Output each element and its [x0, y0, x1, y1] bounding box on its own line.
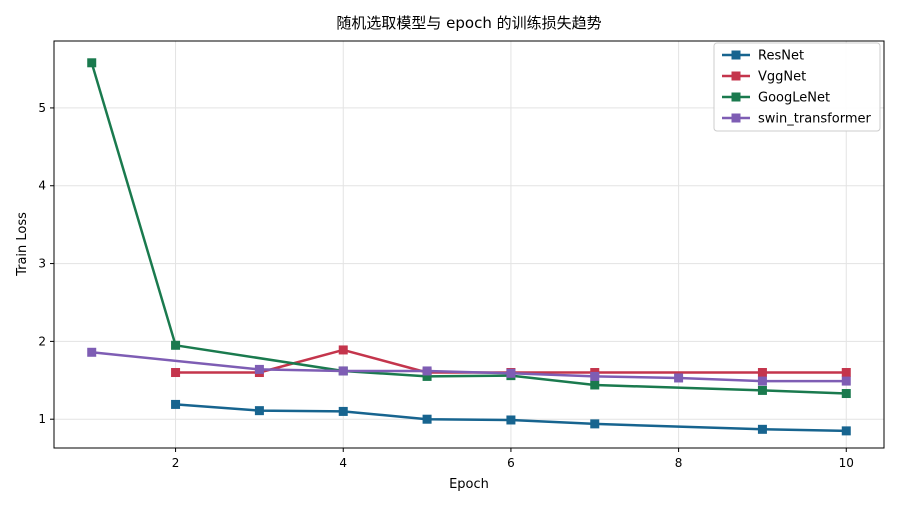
data-point: [841, 389, 851, 399]
data-point: [506, 415, 516, 425]
y-tick-label: 4: [38, 179, 46, 193]
series-layer: [87, 58, 851, 436]
legend-marker: [731, 50, 741, 60]
y-axis: 1 2 3 4 5: [38, 101, 54, 426]
data-point: [841, 368, 851, 378]
data-point: [338, 345, 348, 355]
data-point: [674, 373, 684, 383]
y-tick-label: 3: [38, 257, 46, 271]
y-tick-label: 5: [38, 101, 46, 115]
x-axis-label: Epoch: [449, 477, 489, 492]
data-point: [171, 399, 181, 409]
data-point: [757, 385, 767, 395]
series-line: [175, 403, 847, 433]
y-tick-label: 1: [38, 412, 46, 426]
plot-area: [53, 40, 885, 449]
data-point: [338, 406, 348, 416]
legend-item: swin_transformer: [722, 112, 871, 127]
series-resnet: [171, 399, 851, 436]
legend-marker: [731, 92, 741, 102]
x-tick-label: 4: [339, 456, 347, 470]
data-point: [422, 366, 432, 376]
data-point: [590, 380, 600, 390]
data-point: [338, 366, 348, 376]
x-tick-label: 2: [172, 456, 180, 470]
legend-label: GoogLeNet: [758, 91, 830, 106]
data-point: [757, 424, 767, 434]
y-axis-label: Train Loss: [15, 212, 30, 277]
legend-box: [713, 42, 881, 132]
legend-marker: [731, 71, 741, 81]
series-line: [90, 62, 847, 395]
legend-item: GoogLeNet: [722, 91, 830, 106]
data-point: [757, 376, 767, 386]
chart-title: 随机选取模型与 epoch 的训练损失趋势: [336, 14, 601, 32]
data-point: [87, 58, 97, 68]
legend-label: swin_transformer: [758, 112, 871, 127]
legend-label: ResNet: [758, 49, 804, 64]
series-swin-transformer: [87, 347, 851, 386]
x-tick-label: 8: [675, 456, 683, 470]
legend-item: VggNet: [722, 70, 806, 85]
data-point: [254, 406, 264, 416]
data-point: [422, 414, 432, 424]
y-tick-label: 2: [38, 334, 46, 348]
legend-label: VggNet: [758, 70, 806, 85]
x-axis: 2 4 6 8 10: [172, 448, 854, 470]
data-point: [590, 419, 600, 429]
data-point: [590, 371, 600, 381]
legend-marker: [731, 113, 741, 123]
data-point: [254, 364, 264, 374]
legend: ResNet VggNet GoogLeNet swin_transformer: [713, 42, 881, 132]
legend-item: ResNet: [722, 49, 804, 64]
data-point: [506, 368, 516, 378]
x-tick-label: 6: [507, 456, 515, 470]
data-point: [87, 347, 97, 357]
data-point: [171, 368, 181, 378]
data-point: [171, 340, 181, 350]
x-tick-label: 10: [839, 456, 854, 470]
data-point: [757, 368, 767, 378]
data-point: [841, 376, 851, 386]
data-point: [422, 371, 432, 381]
data-point: [841, 426, 851, 436]
